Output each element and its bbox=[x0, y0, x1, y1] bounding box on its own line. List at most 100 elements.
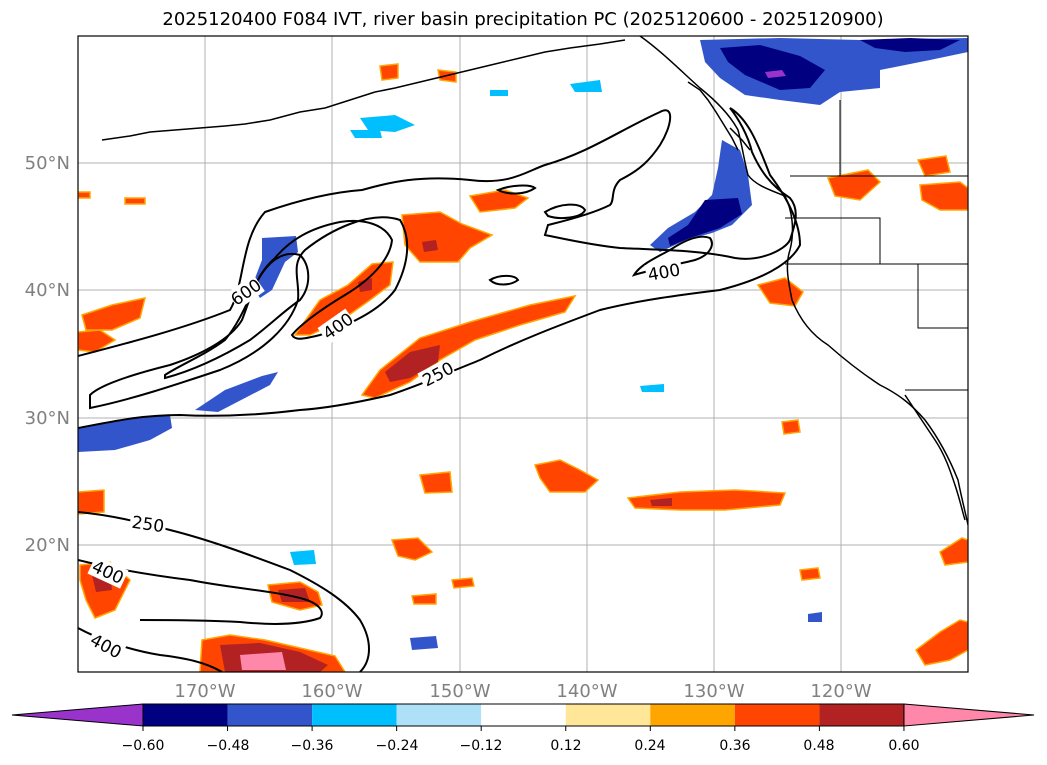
blue-region-150w-12n bbox=[410, 636, 438, 650]
lightblue-region-165w-19n bbox=[290, 550, 316, 565]
ivt-contour-600-inner bbox=[164, 252, 310, 380]
lightblue-region-160w-55n bbox=[360, 115, 415, 132]
lightblue-region-143w-57n bbox=[570, 80, 602, 92]
red-region-150w-35n bbox=[385, 345, 440, 382]
coastline-bc-islands bbox=[687, 81, 751, 151]
border-nv-ca bbox=[917, 264, 968, 329]
orange-region-153w-25n bbox=[419, 471, 453, 494]
colorbar-tick-labels: −0.60 −0.48 −0.36 −0.24 −0.12 0.12 0.24 … bbox=[122, 738, 920, 754]
colorbar-tick-label-7: 0.24 bbox=[634, 738, 665, 754]
colorbar-segment bbox=[734, 704, 820, 726]
orange-region-115w-46n bbox=[919, 181, 968, 211]
contour-label-bg-1 bbox=[227, 274, 265, 310]
coastline-baja bbox=[904, 394, 966, 521]
lat-label-40n: 40°N bbox=[25, 280, 70, 301]
figure-title: 2025120400 F084 IVT, river basin precipi… bbox=[162, 9, 883, 30]
purple-spot-alaska bbox=[765, 70, 786, 78]
blue-region-170w-40n bbox=[252, 236, 298, 298]
orange-region-175w-40n bbox=[81, 297, 147, 331]
colorbar-segment bbox=[312, 704, 397, 726]
red-spot-130w-24n bbox=[650, 498, 672, 506]
orange-region-112w-20n bbox=[939, 537, 968, 566]
negative-pc-regions bbox=[78, 38, 968, 650]
map-background bbox=[78, 36, 968, 672]
longitude-labels: 170°W 160°W 150°W 140°W 130°W 120°W bbox=[174, 681, 871, 702]
lat-label-20n: 20°N bbox=[25, 535, 70, 556]
colorbar-frame bbox=[142, 703, 905, 727]
colorbar-tick-label-3: −0.36 bbox=[291, 738, 334, 754]
colorbar-tick-label-5: −0.12 bbox=[460, 738, 503, 754]
coastlines bbox=[101, 36, 968, 526]
colorbar-segment bbox=[396, 704, 482, 726]
ivt-contour-250-main bbox=[78, 107, 802, 429]
lon-label-170w: 170°W bbox=[174, 681, 235, 702]
gridlines bbox=[78, 36, 968, 672]
navy-region-pnw bbox=[668, 198, 742, 246]
coastline-us-west bbox=[784, 195, 968, 526]
orange-region-115w-50n bbox=[916, 155, 951, 177]
orange-spot-180w-47n bbox=[78, 191, 91, 199]
coastline-alaska-panhandle bbox=[639, 36, 786, 197]
pink-region-167w-10n bbox=[240, 652, 286, 670]
colorbar-extend-low bbox=[11, 703, 144, 727]
colorbar-segment bbox=[565, 704, 651, 726]
lat-label-50n: 50°N bbox=[25, 153, 70, 174]
colorbar-tick-label-4: −0.24 bbox=[376, 738, 419, 754]
orange-spot-124w-29n bbox=[781, 419, 801, 435]
ivt-contour-400-inner bbox=[89, 216, 409, 410]
lightblue-region-135w-33n bbox=[640, 384, 664, 392]
lightblue-region-162w-53n bbox=[350, 130, 382, 138]
contour-label-bg-5 bbox=[128, 511, 168, 537]
latitude-labels: 50°N 40°N 30°N 20°N bbox=[25, 153, 70, 556]
colorbar: −0.60 −0.48 −0.36 −0.24 −0.12 0.12 0.24 … bbox=[11, 703, 1035, 754]
colorbar-segment bbox=[143, 704, 228, 726]
blue-region-pnw bbox=[650, 140, 752, 252]
colorbar-segment bbox=[650, 704, 735, 726]
colorbar-segments bbox=[11, 703, 1035, 727]
ivt-contour-small-1 bbox=[543, 203, 587, 219]
colorbar-extend-high bbox=[903, 703, 1035, 727]
lon-label-140w: 140°W bbox=[556, 681, 617, 702]
lon-label-120w: 120°W bbox=[810, 681, 871, 702]
orange-spot-122w-17n bbox=[799, 567, 821, 581]
ivt-contour-400-south bbox=[78, 559, 323, 625]
colorbar-tick-label-2: −0.48 bbox=[207, 738, 250, 754]
orange-region-120w-47n bbox=[826, 169, 882, 201]
orange-spot-147w-18n bbox=[451, 577, 475, 589]
colorbar-tick-label-8: 0.36 bbox=[719, 738, 750, 754]
orange-region-180w-36n bbox=[78, 329, 117, 353]
colorbar-tick-label-9: 0.48 bbox=[803, 738, 834, 754]
orange-region-west-23n bbox=[78, 489, 105, 515]
orange-spot-160w-57n bbox=[379, 63, 399, 81]
coastline-aleutians bbox=[101, 91, 376, 141]
lon-label-130w: 130°W bbox=[683, 681, 744, 702]
lon-label-160w: 160°W bbox=[301, 681, 362, 702]
orange-spot-147w-15n bbox=[411, 593, 437, 605]
colorbar-tickmarks bbox=[142, 726, 905, 731]
red-spot-158w-39n bbox=[358, 278, 372, 292]
orange-region-143w-25n bbox=[533, 459, 600, 493]
colorbar-tick-label-10: 0.60 bbox=[888, 738, 919, 754]
colorbar-segment bbox=[227, 704, 313, 726]
lightblue-region-152w-57n bbox=[490, 90, 508, 96]
contour-label-250-b: 250 bbox=[130, 513, 165, 537]
orange-region-115w-13n bbox=[915, 619, 968, 666]
contour-label-bg-2 bbox=[317, 308, 357, 345]
colorbar-segment bbox=[481, 704, 566, 726]
contour-label-bg-3 bbox=[417, 357, 457, 392]
ivt-contour-small-2 bbox=[488, 274, 520, 286]
red-spot-150w-43n bbox=[422, 240, 438, 252]
border-wa-or bbox=[785, 217, 881, 264]
ivt-contour-small-3 bbox=[495, 184, 537, 195]
contour-label-bg-7 bbox=[85, 628, 127, 664]
lon-label-150w: 150°W bbox=[429, 681, 490, 702]
contour-label-bg-4 bbox=[644, 259, 684, 285]
map-frame bbox=[77, 35, 969, 673]
map-panel: 600 400 250 400 250 400 400 bbox=[77, 35, 969, 673]
colorbar-tick-label-6: 0.12 bbox=[550, 738, 581, 754]
navy-region-alaska bbox=[720, 45, 825, 90]
colorbar-tick-label-1: −0.60 bbox=[122, 738, 165, 754]
coastline-alaska-south bbox=[374, 39, 626, 93]
orange-region-157w-17n bbox=[390, 537, 434, 561]
